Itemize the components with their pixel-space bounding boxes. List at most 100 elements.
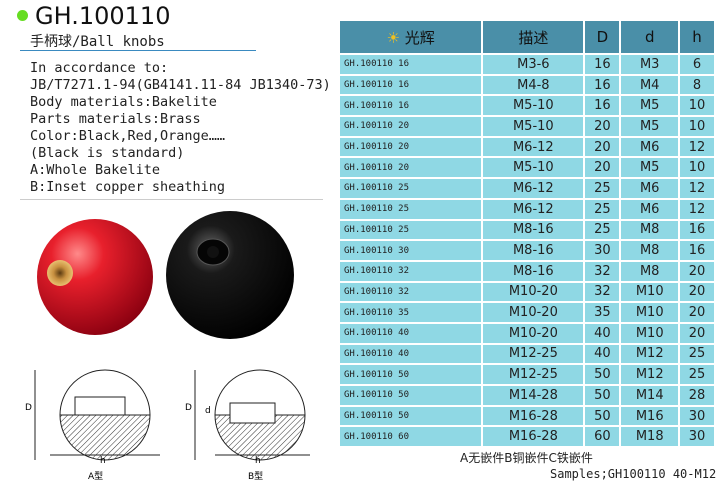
table-cell: GH.100110 20: [340, 158, 482, 178]
logo-header: ☀ 光辉: [340, 21, 482, 53]
table-cell: 32: [585, 261, 620, 281]
divider: [20, 199, 323, 200]
table-cell: GH.100110 60: [340, 427, 482, 447]
table-cell: M8-16: [483, 261, 584, 281]
table-row: GH.100110 40 M12-25 40 M12 25: [340, 344, 714, 364]
table-cell: M8: [621, 220, 679, 240]
table-cell: GH.100110 32: [340, 261, 482, 281]
table-row: GH.100110 35 M10-20 35 M10 20: [340, 303, 714, 322]
table-cell: GH.100110 16: [340, 55, 482, 74]
product-photos: [37, 211, 294, 339]
table-cell: M3: [621, 55, 679, 74]
table-cell: M10: [621, 282, 679, 302]
table-cell: M10: [621, 303, 679, 322]
table-cell: M16-28: [483, 406, 584, 426]
table-cell: 20: [680, 261, 714, 281]
table-cell: M4-8: [483, 75, 584, 95]
table-cell: 20: [585, 158, 620, 178]
table-cell: 16: [585, 96, 620, 116]
table-cell: M16: [621, 406, 679, 426]
table-cell: GH.100110 25: [340, 199, 482, 219]
red-knob-image: [37, 219, 153, 335]
table-cell: 32: [585, 282, 620, 302]
table-cell: 28: [680, 386, 714, 405]
spec-line: Color:Black,Red,Orange……: [30, 128, 226, 144]
table-cell: M10-20: [483, 323, 584, 343]
table-cell: 20: [680, 323, 714, 343]
table-cell: M8: [621, 241, 679, 260]
table-cell: 25: [680, 344, 714, 364]
table-row: GH.100110 16 M5-10 16 M5 10: [340, 96, 714, 116]
table-cell: M8-16: [483, 220, 584, 240]
table-cell: 20: [585, 117, 620, 136]
table-cell: M6: [621, 137, 679, 157]
table-cell: M5: [621, 117, 679, 136]
spec-line: In accordance to:: [30, 60, 169, 76]
drawing-a: Dh A型: [25, 369, 160, 482]
col-header: d: [621, 21, 679, 53]
table-cell: 20: [680, 303, 714, 322]
black-knob-image: [166, 211, 294, 339]
table-cell: GH.100110 50: [340, 406, 482, 426]
table-row: GH.100110 25 M8-16 25 M8 16: [340, 220, 714, 240]
spec-table: ☀ 光辉 描述 D d h GH.100110 16 M3-6 16 M3 6 GH.10…: [338, 19, 716, 448]
table-row: GH.100110 30 M8-16 30 M8 16: [340, 241, 714, 260]
spec-list: In accordance to: JB/T7271.1-94(GB4141.1…: [30, 60, 331, 196]
spec-line: B:Inset copper sheathing: [30, 179, 226, 195]
table-cell: 16: [585, 75, 620, 95]
table-row: GH.100110 20 M5-10 20 M5 10: [340, 158, 714, 178]
table-cell: GH.100110 35: [340, 303, 482, 322]
table-cell: M6-12: [483, 179, 584, 198]
page-subtitle: 手柄球/Ball knobs: [30, 34, 165, 50]
table-cell: 16: [680, 241, 714, 260]
drawing-b-label: B型: [248, 471, 263, 482]
col-header: 描述: [483, 21, 584, 53]
table-row: GH.100110 50 M14-28 50 M14 28: [340, 386, 714, 405]
table-row: GH.100110 40 M10-20 40 M10 20: [340, 323, 714, 343]
table-cell: M5: [621, 96, 679, 116]
table-cell: 40: [585, 323, 620, 343]
table-cell: 25: [680, 365, 714, 384]
table-cell: M6: [621, 179, 679, 198]
table-cell: 25: [585, 220, 620, 240]
sunburst-logo-icon: ☀: [386, 28, 400, 47]
table-cell: M10: [621, 323, 679, 343]
table-row: GH.100110 50 M16-28 50 M16 30: [340, 406, 714, 426]
table-cell: 10: [680, 96, 714, 116]
table-cell: 50: [585, 386, 620, 405]
table-cell: 30: [680, 406, 714, 426]
table-cell: M4: [621, 75, 679, 95]
svg-text:D: D: [25, 403, 32, 413]
table-cell: 50: [585, 406, 620, 426]
table-cell: GH.100110 20: [340, 117, 482, 136]
spec-line: (Black is standard): [30, 145, 185, 161]
table-cell: 50: [585, 365, 620, 384]
divider: [20, 50, 256, 51]
table-row: GH.100110 20 M5-10 20 M5 10: [340, 117, 714, 136]
col-header: h: [680, 21, 714, 53]
spec-line: Body materials:Bakelite: [30, 94, 217, 110]
table-cell: M8-16: [483, 241, 584, 260]
table-cell: 10: [680, 117, 714, 136]
table-cell: M12-25: [483, 365, 584, 384]
spec-line: A:Whole Bakelite: [30, 162, 161, 178]
table-cell: 30: [680, 427, 714, 447]
svg-text:D: D: [185, 403, 192, 413]
table-cell: GH.100110 50: [340, 386, 482, 405]
table-cell: 20: [585, 137, 620, 157]
table-cell: GH.100110 50: [340, 365, 482, 384]
table-row: GH.100110 16 M3-6 16 M3 6: [340, 55, 714, 74]
table-cell: 6: [680, 55, 714, 74]
table-cell: M18: [621, 427, 679, 447]
table-cell: 16: [680, 220, 714, 240]
table-cell: 12: [680, 199, 714, 219]
spec-line: Parts materials:Brass: [30, 111, 201, 127]
table-cell: M3-6: [483, 55, 584, 74]
table-cell: 30: [585, 241, 620, 260]
table-cell: 20: [680, 282, 714, 302]
table-cell: GH.100110 16: [340, 75, 482, 95]
table-cell: 8: [680, 75, 714, 95]
table-row: GH.100110 60 M16-28 60 M18 30: [340, 427, 714, 447]
table-cell: 40: [585, 344, 620, 364]
table-cell: M5: [621, 158, 679, 178]
